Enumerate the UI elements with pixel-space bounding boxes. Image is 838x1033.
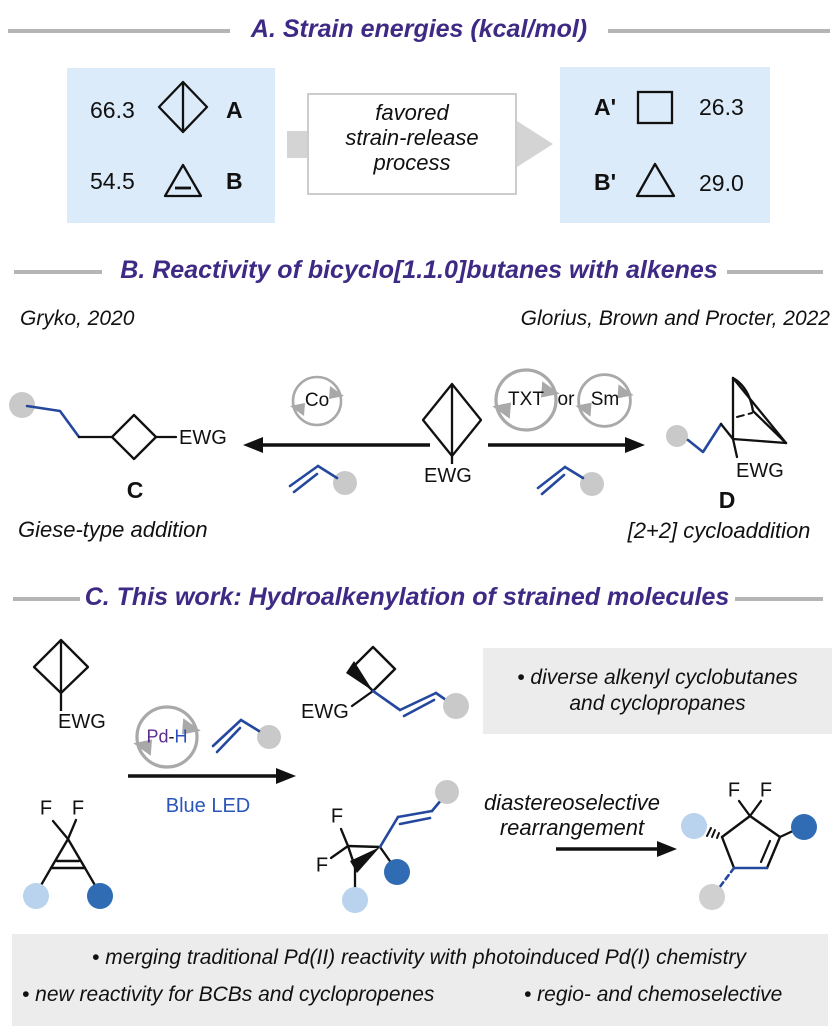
note-box-products: • diverse alkenyl cyclobutanes and cyclo…	[483, 648, 832, 734]
reaction-arrow-right	[488, 437, 645, 453]
compound-label-a-prime: A'	[594, 94, 617, 120]
or-label: or	[557, 389, 575, 410]
alkene-reagent-b-left	[288, 464, 357, 495]
reaction-arrow-1	[128, 768, 296, 784]
cyclopentene-product	[681, 799, 817, 910]
note-line-2: and cyclopropanes	[569, 692, 746, 715]
difluorocyclopropane-product	[329, 780, 459, 913]
compound-label-c: C	[126, 477, 144, 503]
section-b-title: B. Reactivity of bicyclo[1.1.0]butanes w…	[120, 256, 718, 284]
arrow2-line-2: rearrangement	[499, 815, 645, 840]
strain-value-b: 54.5	[90, 168, 135, 194]
catalyst-txt-label: TXT	[508, 389, 544, 410]
caption-cycloaddition: [2+2] cycloaddition	[627, 518, 811, 543]
alkene-reagent-b-right	[536, 465, 604, 496]
bicyclobutane-a-glyph	[157, 80, 209, 134]
note-line-1: • diverse alkenyl cyclobutanes	[517, 666, 798, 689]
bcb-center-structure	[421, 382, 483, 464]
rule-b-left	[14, 270, 102, 274]
f-label-4: F	[315, 854, 329, 877]
rule-c-left	[13, 597, 80, 601]
compound-label-b-prime: B'	[594, 169, 617, 195]
process-line-2: strain-release	[345, 125, 479, 150]
section-c-title: C. This work: Hydroalkenylation of strai…	[84, 583, 730, 611]
process-text: favored strain-release process	[307, 100, 517, 175]
process-box	[307, 93, 517, 195]
f-label-2: F	[71, 797, 85, 820]
cyclobutane-a-glyph	[636, 90, 674, 125]
process-line-1: favored	[375, 100, 449, 125]
f-label-6: F	[759, 779, 773, 802]
alkenyl-cyclobutane-product	[346, 645, 469, 719]
compound-c-structure	[9, 392, 178, 461]
f-label-5: F	[727, 779, 741, 802]
h-text: H	[174, 726, 188, 747]
f-label-3: F	[330, 805, 344, 828]
compound-label-a: A	[226, 97, 243, 123]
ewg-label-bcb-center: EWG	[424, 465, 472, 487]
bcb-reactant-structure	[32, 638, 90, 711]
rule-a-left	[8, 29, 230, 33]
block-arrow	[287, 121, 553, 167]
bottom-note-line-1: • merging traditional Pd(II) reactivity …	[92, 946, 746, 969]
compound-label-d: D	[718, 487, 736, 513]
rearrangement-text: diastereoselective rearrangement	[484, 790, 660, 840]
strain-value-b-prime: 29.0	[699, 170, 744, 196]
compound-d-structure	[666, 376, 788, 459]
catalyst-co-label: Co	[304, 390, 330, 411]
section-a-title: A. Strain energies (kcal/mol)	[250, 15, 588, 43]
compound-label-b: B	[226, 168, 243, 194]
dash-text: -	[168, 726, 175, 747]
reference-right: Glorius, Brown and Procter, 2022	[520, 307, 830, 330]
ewg-label-product: EWG	[301, 701, 349, 723]
cyclopropene-b-glyph	[163, 163, 203, 198]
difluorocyclopropene-structure	[23, 818, 113, 909]
strain-value-a: 66.3	[90, 97, 135, 123]
conditions-blue-led: Blue LED	[165, 795, 251, 817]
cyclopropane-b-glyph	[635, 162, 676, 198]
ewg-label-compound-d: EWG	[736, 460, 784, 482]
bottom-note-line-2a: • new reactivity for BCBs and cycloprope…	[22, 983, 435, 1006]
rule-c-right	[735, 597, 823, 601]
alkene-reagent-c	[211, 718, 281, 754]
reference-left: Gryko, 2020	[20, 307, 135, 330]
pd-text: Pd	[146, 726, 169, 747]
bottom-note-line-2b: • regio- and chemoselective	[524, 983, 783, 1006]
ewg-label-compound-c: EWG	[179, 427, 227, 449]
rule-b-right	[727, 270, 823, 274]
reaction-arrow-left	[243, 437, 430, 453]
strain-value-a-prime: 26.3	[699, 94, 744, 120]
pdh-catalyst-label: Pd-H	[146, 727, 187, 748]
bottom-note-panel	[12, 934, 828, 1026]
ewg-label-bcb-reactant: EWG	[58, 711, 106, 733]
caption-giese: Giese-type addition	[18, 517, 208, 542]
arrow2-line-1: diastereoselective	[483, 790, 661, 815]
f-label-1: F	[39, 797, 53, 820]
reaction-arrow-2	[556, 841, 677, 857]
process-line-3: process	[373, 150, 451, 175]
rule-a-right	[608, 29, 830, 33]
catalyst-sm-label: Sm	[590, 389, 620, 410]
